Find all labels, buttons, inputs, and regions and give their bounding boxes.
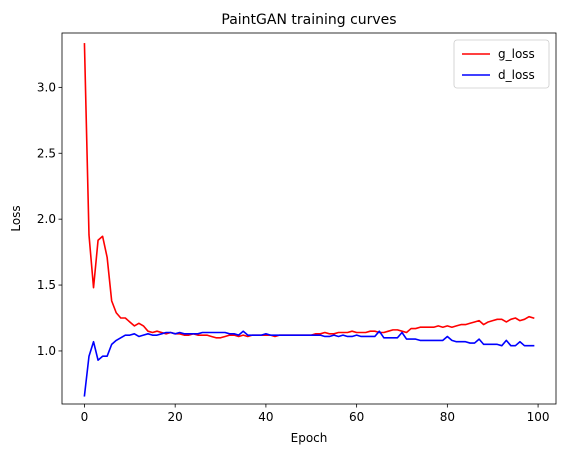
x-tick-label: 20	[168, 410, 183, 424]
legend-label: g_loss	[498, 47, 535, 61]
y-tick-label: 2.5	[37, 146, 56, 160]
x-tick-label: 80	[440, 410, 455, 424]
y-axis-label: Loss	[9, 205, 23, 231]
x-tick-label: 100	[527, 410, 550, 424]
legend: g_loss d_loss	[453, 39, 550, 89]
plot-frame	[61, 32, 557, 405]
x-tick-label: 0	[81, 410, 89, 424]
y-tick-label: 1.5	[37, 278, 56, 292]
chart-title: PaintGAN training curves	[221, 12, 396, 28]
x-axis: 0 20 40 60 80 100	[81, 404, 550, 424]
series-layer	[83, 43, 535, 397]
series-line-d-loss	[83, 330, 535, 397]
x-tick-label: 60	[349, 410, 364, 424]
y-tick-label: 3.0	[37, 80, 56, 94]
y-axis: 1.0 1.5 2.0 2.5 3.0	[37, 80, 62, 358]
x-axis-label: Epoch	[291, 431, 328, 445]
y-tick-label: 1.0	[37, 344, 56, 358]
y-tick-label: 2.0	[37, 212, 56, 226]
legend-box	[453, 39, 550, 89]
legend-label: d_loss	[498, 68, 535, 82]
x-tick-label: 40	[258, 410, 273, 424]
plot-area	[61, 32, 557, 405]
